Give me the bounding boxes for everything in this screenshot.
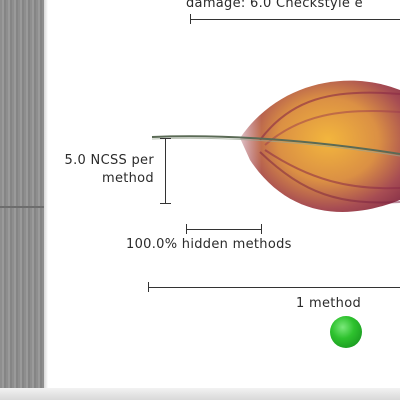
feather-shaft [151,135,400,155]
ncss-label: 5.0 NCSS per method [44,152,154,188]
bottom-strip [0,388,400,400]
desk-seam [0,206,44,208]
hidden-scale-tick-left [186,224,187,234]
damage-caption: damage: 6.0 Checkstyle e [186,0,363,11]
feather-shaft-shadow [151,137,400,157]
method-scale-bar [148,287,400,288]
top-scale-bar [190,19,400,20]
ncss-scale-bar [165,138,166,204]
method-count-label: 1 method [296,296,362,311]
ncss-label-line1: 5.0 NCSS per [64,153,154,168]
top-scale-tick [190,14,191,24]
feather-vane-fade [230,110,320,210]
method-scale-tick [148,282,149,292]
ncss-label-line2: method [101,171,154,186]
feather-strand-1 [259,91,400,141]
hidden-scale-tick-right [261,224,262,234]
status-ball [330,316,362,348]
feather-strand-3 [264,149,400,190]
feather-glyph [151,80,400,212]
paper-edge [44,0,48,400]
desk-surface [0,0,44,400]
feather-strand-4 [259,151,400,204]
feather-strand-2 [264,109,400,146]
hidden-methods-label: 100.0% hidden methods [126,237,292,252]
ncss-scale-tick-bottom [160,203,171,204]
hidden-scale-bar [186,229,262,230]
ncss-scale-tick-top [160,138,171,139]
